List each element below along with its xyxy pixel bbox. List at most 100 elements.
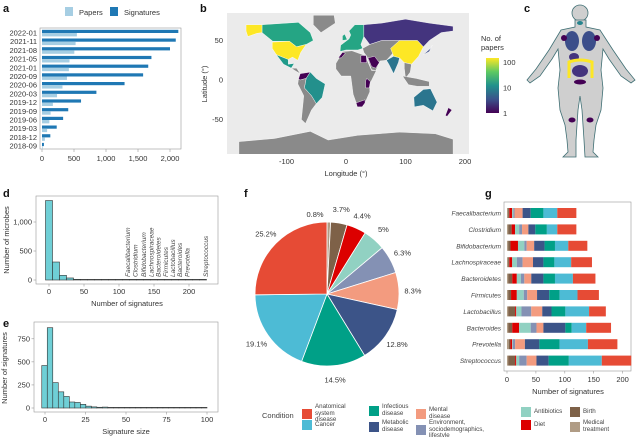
- g-stacked-bar-segment: [512, 257, 517, 268]
- organ-right-axilla: [594, 35, 600, 41]
- e-x-tick-label: 75: [162, 415, 170, 424]
- d-genus-annotation: Bacteroidetes: [156, 237, 163, 277]
- g-stacked-bar-segment: [554, 273, 573, 284]
- d-histogram-bar: [164, 279, 172, 281]
- g-stacked-bar-segment: [521, 306, 532, 317]
- g-stacked-bar-segment: [516, 306, 522, 317]
- g-stacked-bar-segment: [571, 322, 587, 333]
- pie-slice: [326, 293, 398, 356]
- g-stacked-bar-segment: [537, 290, 550, 300]
- d-histogram-bar: [178, 279, 186, 281]
- g-stacked-bar-segment: [507, 290, 509, 300]
- map-region-kenya: [365, 78, 371, 89]
- legend-label: Metabolic disease: [382, 419, 409, 433]
- e-x-tick-label: 0: [43, 415, 47, 424]
- e-y-tick-label: 250: [17, 380, 30, 389]
- g-stacked-bar-segment: [508, 339, 511, 350]
- map-region-new-zealand: [445, 107, 453, 117]
- e-histogram-bar: [195, 407, 202, 409]
- legend-swatch: [302, 408, 312, 419]
- e-histogram-bar: [46, 327, 54, 409]
- g-stacked-bar-segment: [519, 224, 523, 235]
- e-histogram-bar: [102, 406, 109, 409]
- d-histogram-bar: [45, 200, 53, 281]
- e-histogram-bar: [85, 405, 92, 409]
- g-x-tick-label: 0: [505, 375, 509, 384]
- d-histogram-bar: [80, 279, 88, 281]
- a-category-label: 2020-06: [9, 81, 37, 90]
- g-stacked-bar-segment: [535, 224, 547, 235]
- g-category-label: Bacteroides: [467, 325, 502, 332]
- g-stacked-bar-segment: [526, 240, 535, 251]
- g-x-tick-label: 150: [587, 375, 600, 384]
- g-stacked-bar-segment: [544, 240, 555, 251]
- g-stacked-bar-segment: [508, 240, 511, 251]
- g-stacked-bar-segment: [568, 240, 588, 251]
- panel-b: -100 0 100 200 -50 0 50 Longitude (°) Latitude…: [200, 13, 516, 178]
- a-bar-signatures: [42, 29, 179, 33]
- e-histogram-bar: [129, 407, 136, 409]
- d-x-tick-label: 100: [113, 287, 126, 296]
- map-region-no-data: [404, 62, 412, 79]
- g-stacked-bar-segment: [543, 273, 555, 284]
- g-category-label: Prevotella: [472, 342, 501, 349]
- g-stacked-bar-segment: [577, 290, 599, 300]
- g-stacked-bar-segment: [510, 240, 518, 251]
- pie-slice: [254, 293, 328, 362]
- g-stacked-bar-segment: [508, 306, 516, 317]
- d-histogram-bar: [108, 279, 116, 281]
- map-region-no-data: [238, 131, 454, 154]
- legend-item: Cancer: [302, 420, 335, 430]
- map-region-australia: [413, 88, 438, 112]
- g-stacked-bar-segment: [522, 224, 529, 235]
- a-bar-signatures: [42, 125, 57, 129]
- a-x-tick-label: 500: [68, 154, 81, 163]
- a-bar-papers: [42, 120, 50, 124]
- a-bar-signatures: [42, 82, 125, 86]
- g-stacked-bar-segment: [515, 224, 520, 235]
- map-region-south-africa: [355, 99, 366, 108]
- g-stacked-bar-segment: [589, 306, 606, 317]
- panel-label-f: f: [244, 188, 248, 200]
- g-category-label: Streptococcus: [460, 358, 502, 365]
- d-histogram-bar: [59, 275, 67, 281]
- legend-item: Birth: [570, 407, 596, 417]
- g-category-label: Faecalibacterium: [452, 211, 502, 218]
- g-stacked-bar-segment: [512, 339, 516, 350]
- g-stacked-bar-segment: [515, 339, 525, 350]
- a-bar-signatures: [42, 64, 149, 68]
- legend-item: Antibiotics: [521, 407, 562, 417]
- g-stacked-bar-segment: [511, 290, 517, 300]
- g-category-label: Bifidobacterium: [456, 243, 501, 250]
- g-stacked-bar-segment: [587, 339, 618, 350]
- g-stacked-bar-segment: [509, 208, 513, 218]
- d-histogram-bar: [73, 279, 81, 281]
- e-x-tick-label: 25: [81, 415, 89, 424]
- d-histogram-bar: [199, 279, 207, 281]
- e-histogram-bar: [96, 406, 103, 409]
- organ-left-lung: [565, 31, 579, 51]
- a-x-tick-label: 2,000: [161, 154, 180, 163]
- d-y-tick-label: 500: [19, 247, 32, 256]
- g-stacked-bar-segment: [554, 257, 572, 268]
- organ-left-axilla: [561, 35, 567, 41]
- g-x-label: Number of signatures: [532, 387, 604, 396]
- d-histogram-bar: [136, 279, 144, 281]
- g-stacked-bar-segment: [549, 290, 560, 300]
- pie-slice-label: 0.8%: [306, 210, 323, 219]
- g-category-label: Clostridium: [468, 227, 501, 234]
- map-y-tick-label: -50: [212, 115, 223, 124]
- d-histogram-bar: [94, 279, 102, 281]
- legend-label-papers: Papers: [79, 8, 103, 17]
- g-stacked-bar-segment: [557, 224, 577, 235]
- e-histogram-bar: [151, 407, 158, 409]
- map-region-japan: [423, 45, 433, 55]
- organ-left-knee: [568, 117, 576, 123]
- legend-label: Infectious disease: [382, 403, 409, 417]
- g-stacked-bar-segment: [511, 224, 516, 235]
- colorbar: [486, 58, 499, 113]
- panel-c-body-map: [526, 4, 636, 158]
- d-x-tick-label: 0: [47, 287, 51, 296]
- g-stacked-bar-segment: [524, 273, 532, 284]
- a-bar-papers: [42, 137, 45, 141]
